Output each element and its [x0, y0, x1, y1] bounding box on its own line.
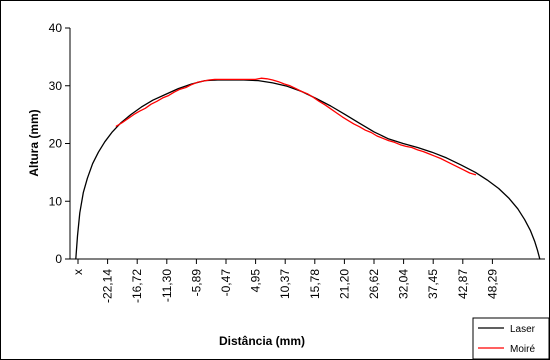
series-layer: [75, 77, 541, 260]
y-tick-label: 10: [49, 194, 63, 208]
y-tick-label: 40: [49, 21, 63, 35]
series-line-moir-: [115, 77, 477, 176]
x-axis-ticks: x -22,14 -16,72 -11,30 -5,89 -0,47 4,95 10,37 15…: [71, 259, 499, 303]
x-tick-label: -22,14: [101, 269, 115, 303]
legend-label: Moiré: [510, 344, 535, 355]
x-tick-label: 4,95: [249, 269, 263, 293]
x-tick-label: 10,37: [278, 269, 292, 299]
x-tick-label: 42,87: [456, 269, 470, 299]
series-line-laser: [75, 79, 541, 260]
x-tick-label: 21,20: [337, 269, 351, 299]
legend-label: Laser: [510, 324, 536, 335]
x-tick-label: 26,62: [367, 269, 381, 299]
x-axis-title: Distância (mm): [219, 334, 305, 348]
x-tick-label: x: [71, 269, 85, 275]
x-tick-label: -0,47: [219, 269, 233, 297]
x-tick-label: -16,72: [130, 269, 144, 303]
x-tick-label: -5,89: [189, 269, 203, 297]
y-tick-label: 30: [49, 79, 63, 93]
x-tick-label: 48,29: [485, 269, 499, 299]
legend: Laser Moiré: [472, 317, 550, 360]
x-tick-label: 15,78: [308, 269, 322, 299]
y-axis-title: Altura (mm): [27, 109, 41, 176]
y-axis-ticks: 0 10 20 30 40: [49, 21, 70, 266]
y-tick-label: 20: [49, 137, 63, 151]
x-tick-label: 37,45: [426, 269, 440, 299]
y-tick-label: 0: [55, 252, 62, 266]
legend-box: [472, 317, 550, 360]
x-tick-label: -11,30: [160, 269, 174, 302]
x-tick-label: 32,04: [397, 269, 411, 299]
